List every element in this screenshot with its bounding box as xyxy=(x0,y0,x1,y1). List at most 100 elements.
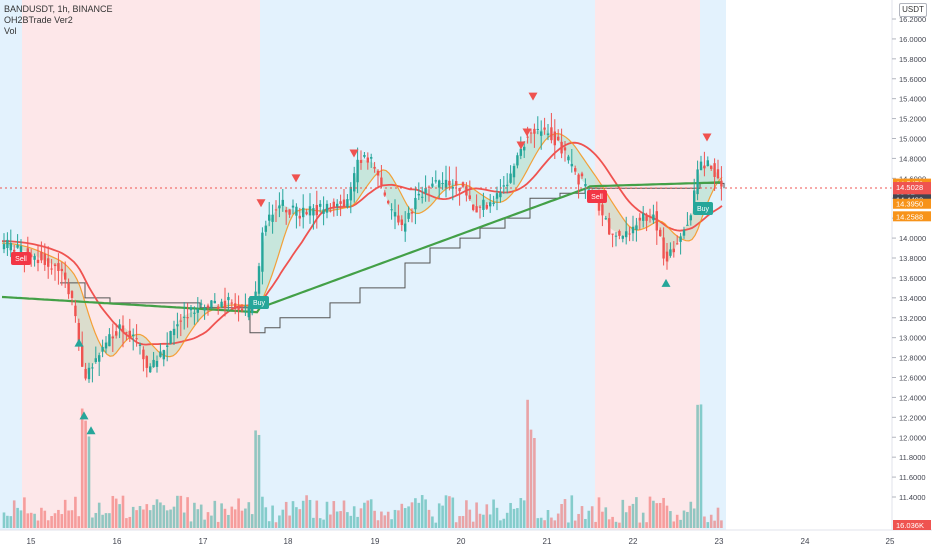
candle-body xyxy=(611,233,614,235)
candle-body xyxy=(342,199,346,208)
volume-bar xyxy=(427,509,431,528)
volume-bar xyxy=(536,518,540,528)
price-label: 14.3950 xyxy=(896,200,923,209)
candle-body xyxy=(516,155,519,166)
volume-bar xyxy=(2,512,6,528)
candle-body xyxy=(220,301,223,308)
candle-body xyxy=(523,146,526,151)
candle-body xyxy=(567,156,570,161)
volume-bar xyxy=(407,506,410,528)
volume-bar xyxy=(512,508,516,528)
candle-body xyxy=(101,346,104,352)
candle-body xyxy=(186,317,189,319)
volume-bar xyxy=(325,501,329,528)
candle-body xyxy=(2,244,6,250)
candle-body xyxy=(84,368,87,379)
volume-bar xyxy=(131,506,135,528)
price-label: 14.5028 xyxy=(896,183,923,192)
volume-bar xyxy=(77,516,81,528)
candle-body xyxy=(393,212,397,217)
candle-body xyxy=(407,212,410,219)
candle-body xyxy=(145,356,148,368)
volume-bar xyxy=(417,502,421,528)
chart-title[interactable]: BANDUSDT, 1h, BINANCE xyxy=(4,4,113,14)
indicator-cloud xyxy=(2,128,722,377)
candle-body xyxy=(601,204,604,216)
volume-bar xyxy=(196,509,200,528)
volume-bar xyxy=(233,509,237,528)
volume-bar xyxy=(6,515,9,528)
candle-body xyxy=(458,188,461,192)
candle-body xyxy=(47,258,50,267)
candle-body xyxy=(618,230,621,236)
candle-body xyxy=(713,163,716,177)
volume-bar xyxy=(29,512,33,528)
candle-body xyxy=(40,251,43,261)
candle-body xyxy=(720,180,723,187)
candle-body xyxy=(271,214,274,222)
sell-marker-icon xyxy=(522,128,532,137)
volume-bar xyxy=(431,516,434,528)
y-tick-label: 15.0000 xyxy=(899,135,926,144)
volume-bar xyxy=(301,500,305,528)
volume-bar xyxy=(339,511,342,528)
indicator-label-vol[interactable]: Vol xyxy=(4,26,17,36)
candle-body xyxy=(240,308,244,311)
volume-bar xyxy=(257,434,261,528)
candle-body xyxy=(26,248,29,252)
candle-body xyxy=(448,180,451,186)
volume-bar xyxy=(584,518,587,528)
volume-bar xyxy=(46,520,50,528)
volume-bar xyxy=(560,503,563,528)
volume-bar xyxy=(298,509,302,528)
volume-bar xyxy=(624,512,628,528)
candle-body xyxy=(223,300,227,309)
candle-body xyxy=(608,218,611,235)
y-tick-label: 13.6000 xyxy=(899,274,926,283)
volume-bar xyxy=(696,404,699,528)
candle-body xyxy=(625,231,628,238)
candle-body xyxy=(533,128,536,134)
volume-bar xyxy=(12,500,16,528)
candle-body xyxy=(67,283,70,295)
volume-bar xyxy=(281,509,285,528)
indicator-label-oh2btrade[interactable]: OH2BTrade Ver2 xyxy=(4,15,73,25)
volume-bar xyxy=(182,512,186,528)
volume-bar xyxy=(356,516,359,528)
candle-body xyxy=(434,180,437,182)
price-label-bg xyxy=(893,211,931,222)
volume-bar xyxy=(475,502,478,528)
volume-bar xyxy=(495,507,499,528)
ma-long-line xyxy=(1,181,722,314)
volume-bar xyxy=(94,512,98,528)
volume-bar xyxy=(155,499,159,528)
candle-body xyxy=(291,205,295,208)
volume-bar xyxy=(641,512,645,528)
candle-body xyxy=(421,196,424,198)
volume-bar xyxy=(604,507,608,528)
volume-bar xyxy=(448,496,451,528)
volume-bar xyxy=(125,518,128,528)
candle-body xyxy=(478,206,482,208)
volume-bar xyxy=(315,500,319,528)
candle-body xyxy=(475,206,478,213)
volume-bar xyxy=(628,505,631,528)
volume-bar xyxy=(461,515,465,528)
volume-bar xyxy=(414,498,417,528)
candle-body xyxy=(553,131,556,146)
candle-body xyxy=(441,182,444,184)
sell-marker-icon xyxy=(528,92,538,101)
candle-body xyxy=(203,308,206,311)
candle-body xyxy=(217,306,220,309)
candle-body xyxy=(302,207,305,218)
sell-marker-icon xyxy=(349,149,359,158)
volume-bar xyxy=(543,520,546,528)
volume-bar xyxy=(274,522,278,528)
candle-body xyxy=(339,201,342,204)
candle-body xyxy=(43,253,46,265)
currency-button[interactable]: USDT xyxy=(899,3,927,17)
volume-bar xyxy=(720,520,723,528)
candle-body xyxy=(152,359,155,368)
volume-bar xyxy=(291,501,295,528)
volume-bar xyxy=(424,499,427,528)
